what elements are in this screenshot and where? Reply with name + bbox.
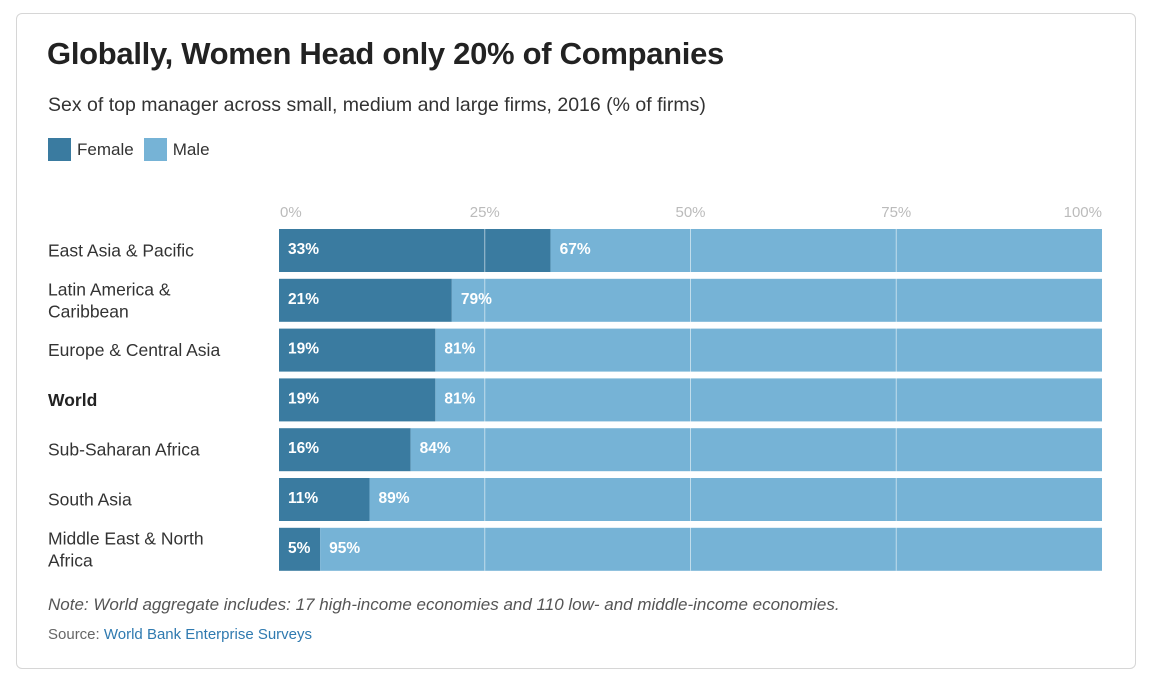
data-label: 16% <box>288 440 319 457</box>
bar-male-0 <box>550 229 1102 272</box>
bar-male-3 <box>435 378 1102 422</box>
data-label: 79% <box>461 291 492 308</box>
x-tick-label: 100% <box>1064 204 1102 221</box>
chart-title: Globally, Women Head only 20% of Compani… <box>47 36 724 71</box>
data-label: 67% <box>560 241 591 258</box>
bar-female-5 <box>279 478 370 521</box>
source-link[interactable]: World Bank Enterprise Surveys <box>103 626 313 643</box>
bar-female-1 <box>279 278 452 322</box>
legend: Female Male <box>48 138 220 161</box>
category-label: Sub-Saharan Africa <box>48 440 200 460</box>
bar-female-0 <box>279 229 551 272</box>
bar-female-3 <box>279 378 436 422</box>
bar-male-2 <box>435 328 1102 372</box>
legend-item-male: Male <box>143 138 210 161</box>
chart-subtitle: Sex of top manager across small, medium … <box>48 94 706 116</box>
legend-label-male: Male <box>172 139 210 159</box>
legend-item-female: Female <box>48 138 134 161</box>
data-label: 33% <box>288 241 319 258</box>
source-label: Source: <box>48 626 100 643</box>
legend-label-female: Female <box>77 139 134 159</box>
data-label: 81% <box>444 341 475 358</box>
bar-female-6 <box>279 527 321 571</box>
data-label: 81% <box>444 390 475 407</box>
x-tick-label: 75% <box>881 204 911 221</box>
category-label: East Asia & Pacific <box>48 241 194 261</box>
category-label: South Asia <box>48 490 132 510</box>
category-label: Caribbean <box>48 301 129 321</box>
legend-swatch-male <box>143 138 167 161</box>
data-label: 19% <box>288 390 319 407</box>
category-label: Latin America & <box>48 279 171 299</box>
legend-swatch-female <box>48 138 71 161</box>
data-label: 84% <box>420 440 451 457</box>
x-tick-label: 0% <box>280 204 302 221</box>
data-label: 21% <box>288 291 319 308</box>
data-label: 95% <box>329 540 360 557</box>
category-label: Africa <box>48 550 93 570</box>
data-label: 11% <box>288 490 318 507</box>
bar-male-1 <box>451 278 1103 322</box>
category-label: Europe & Central Asia <box>48 340 220 360</box>
x-tick-label: 25% <box>470 204 500 221</box>
x-tick-label: 50% <box>675 204 705 221</box>
bar-male-4 <box>410 428 1102 472</box>
bar-male-5 <box>369 478 1102 521</box>
bar-female-2 <box>279 328 436 372</box>
bar-female-4 <box>279 428 411 472</box>
data-label: 89% <box>379 490 410 507</box>
chart-source: Source: World Bank Enterprise Surveys <box>48 626 312 643</box>
category-label: World <box>48 390 97 410</box>
chart-note: Note: World aggregate includes: 17 high-… <box>48 595 840 614</box>
bar-male-6 <box>320 527 1102 571</box>
data-label: 19% <box>288 341 319 358</box>
category-label: Middle East & North <box>48 528 204 548</box>
data-label: 5% <box>288 540 311 557</box>
